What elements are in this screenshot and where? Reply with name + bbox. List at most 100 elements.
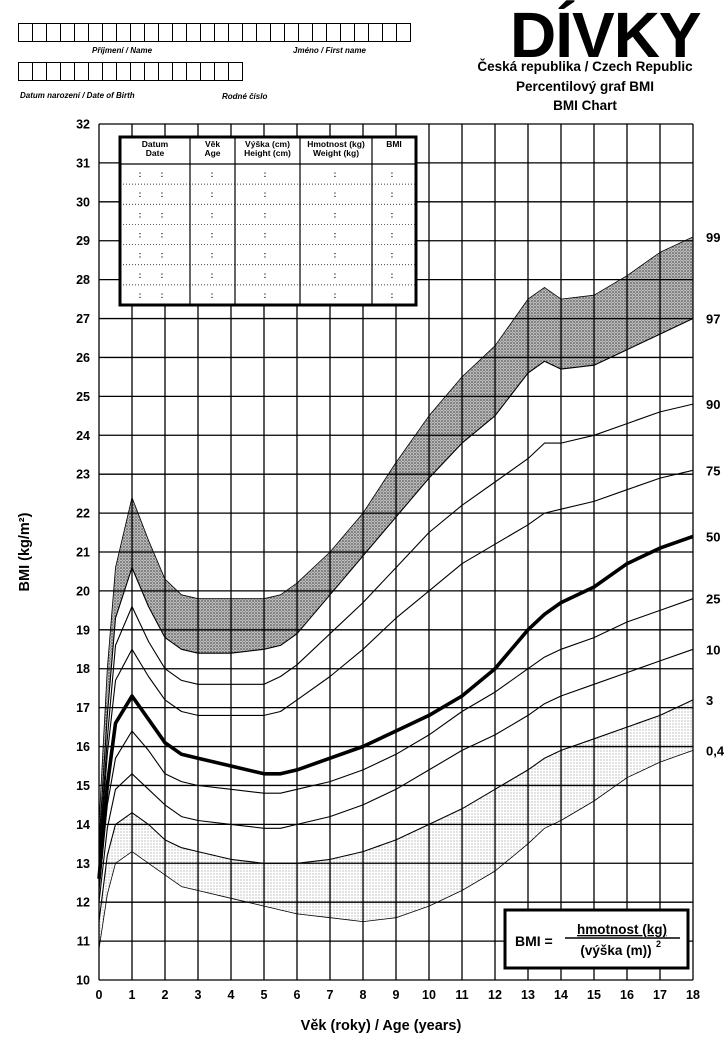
record-table-header: Age [204,148,220,158]
y-tick-label: 20 [76,584,90,598]
record-table-cell-separator: : [211,231,214,240]
y-tick-label: 15 [76,779,90,793]
firstname-label: Jméno / First name [293,46,366,55]
record-table-cell-separator: : [334,210,337,219]
record-table-cell-separator: : [139,210,142,219]
x-tick-label: 17 [653,988,667,1002]
y-axis-label: BMI (kg/m²) [17,512,33,591]
record-table-cell-separator: : [211,251,214,260]
record-table-cell-separator: : [391,251,394,260]
percentile-curves: 99 97 90 75 50 25 10 3 0,4 [97,230,724,949]
record-table-header: BMI [386,139,402,149]
y-tick-label: 28 [76,273,90,287]
record-table-cell-separator: : [264,170,267,179]
percentile-label-75: 75 [706,463,720,478]
record-table-cell-separator: : [139,251,142,260]
record-table-header: Datum [142,139,169,149]
x-tick-label: 3 [195,988,202,1002]
record-table-cell-separator: : [211,291,214,300]
record-table-cell-separator: : [139,170,142,179]
record-table-header: Výška (cm) [245,139,290,149]
record-table-header: Věk [205,139,220,149]
y-tick-label: 26 [76,351,90,365]
char-box[interactable] [396,23,411,42]
record-table-cell-separator: : [391,190,394,199]
record-table-cell-separator: : [391,210,394,219]
record-table-cell-separator: : [161,271,164,280]
y-tick-label: 17 [76,701,90,715]
record-table-cell-separator: : [334,291,337,300]
record-table-cell-separator: : [334,231,337,240]
y-tick-label: 23 [76,468,90,482]
y-tick-label: 30 [76,195,90,209]
record-table-header: Hmotnost (kg) [307,139,365,149]
percentile-curve-0-4 [98,750,694,949]
percentile-curve-99 [98,236,694,825]
formula-denominator: (výška (m)) [580,943,651,958]
record-table-cell-separator: : [334,170,337,179]
x-tick-label: 9 [393,988,400,1002]
dob-boxes[interactable] [18,62,243,81]
percentile-label-10: 10 [706,642,720,657]
char-box[interactable] [228,62,243,81]
record-table-cell-separator: : [264,291,267,300]
record-table-frame [118,135,418,307]
record-table-cell-separator: : [391,170,394,179]
x-tick-label: 15 [587,988,601,1002]
bmi-formula: BMI = hmotnost (kg) (výška (m)) 2 [503,908,690,970]
y-tick-label: 14 [76,818,90,832]
y-tick-label: 31 [76,156,90,170]
subtitle-chart-cz: Percentilový graf BMI [515,79,655,94]
surname-boxes[interactable] [18,23,411,42]
y-tick-label: 21 [76,546,90,560]
record-table-cell-separator: : [391,271,394,280]
record-table-cell-separator: : [211,271,214,280]
y-tick-label: 19 [76,623,90,637]
record-table-cell-separator: : [211,190,214,199]
percentile-curve-97 [98,318,694,844]
chart-axes: 0 1 2 3 4 5 6 7 8 9 10 11 12 13 14 15 16 17 18101112131415… [17,118,700,1035]
x-tick-label: 4 [228,988,235,1002]
record-table-header: Weight (kg) [313,148,359,158]
y-tick-label: 25 [76,390,90,404]
x-tick-label: 10 [422,988,436,1002]
record-table-cell-separator: : [139,231,142,240]
id-number-label: Rodné číslo [222,92,268,101]
page-title: DÍVKY [510,0,702,71]
percentile-label-99: 99 [706,230,720,245]
x-tick-label: 18 [686,988,700,1002]
percentile-label-97: 97 [706,312,720,327]
y-tick-label: 16 [76,740,90,754]
x-tick-label: 14 [554,988,568,1002]
record-table-cell-separator: : [211,170,214,179]
x-tick-label: 16 [620,988,634,1002]
y-tick-label: 32 [76,118,90,132]
x-tick-label: 8 [360,988,367,1002]
percentile-label-0-4: 0,4 [706,743,724,758]
percentile-label-25: 25 [706,592,720,607]
record-table-cell-separator: : [334,190,337,199]
percentile-curve-10 [98,648,694,903]
percentile-curve-75 [98,469,694,864]
record-table-cell-separator: : [139,291,142,300]
y-tick-label: 18 [76,662,90,676]
record-table-cell-separator: : [161,170,164,179]
y-tick-label: 10 [76,974,90,988]
record-table-cell-separator: : [161,291,164,300]
y-tick-label: 22 [76,507,90,521]
formula-exponent: 2 [656,939,661,949]
x-tick-label: 0 [96,988,103,1002]
x-tick-label: 13 [521,988,535,1002]
percentile-bands [99,236,693,949]
record-table-cell-separator: : [264,210,267,219]
percentile-curve-25 [98,598,694,891]
percentile-label-50: 50 [706,529,720,544]
record-table-cell-separator: : [264,190,267,199]
surname-label: Příjmení / Name [92,46,153,55]
record-table-cell-separator: : [334,271,337,280]
record-table-header: Height (cm) [244,148,291,158]
subtitle-country: Česká republika / Czech Republic [477,59,693,74]
band-overweight-dense [99,236,693,844]
